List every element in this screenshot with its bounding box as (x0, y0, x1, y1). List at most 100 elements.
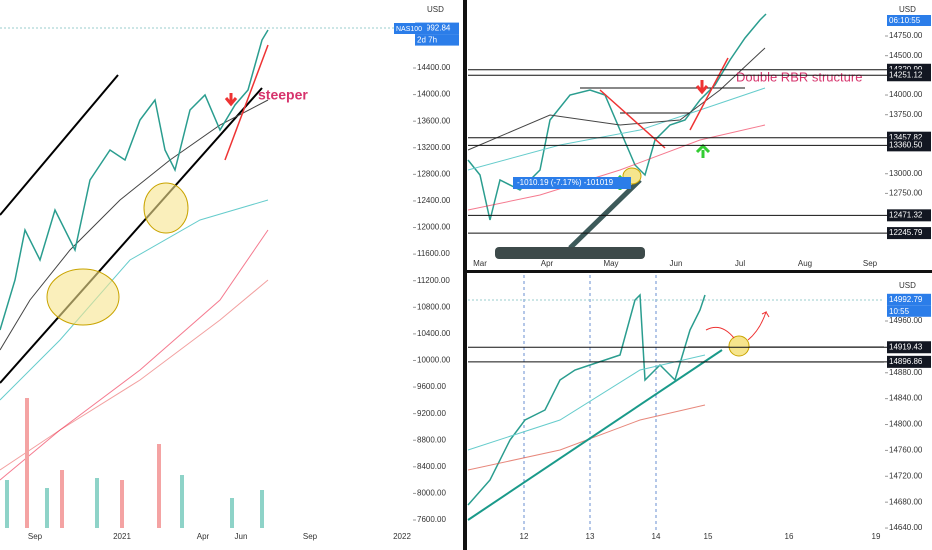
y-tick-label: 8400.00 (417, 462, 446, 471)
y-tick-label: 10800.00 (417, 302, 451, 311)
annotation: steeper (258, 87, 308, 103)
moving-average (467, 404, 706, 471)
measure-label: -1010.19 (-7.17%) -101019 (517, 178, 614, 187)
countdown-bg (887, 305, 931, 317)
level-label: 12471.32 (889, 210, 923, 219)
y-tick-label: 14640.00 (889, 523, 923, 532)
x-tick-label: Jun (670, 259, 683, 268)
y-tick-label: 8000.00 (417, 489, 446, 498)
y-tick-label: 9600.00 (417, 382, 446, 391)
y-tick-label: 14720.00 (889, 471, 923, 480)
divider (463, 0, 467, 550)
callout (495, 247, 645, 259)
annotation: Double RBR structure (736, 69, 862, 84)
y-tick-label: 14800.00 (889, 420, 923, 429)
x-tick-label: Jun (235, 532, 248, 541)
projection (705, 311, 770, 341)
countdown-bg (415, 34, 459, 46)
y-tick-label: 13600.00 (417, 116, 451, 125)
level-label: 14896.86 (889, 357, 923, 366)
level-label: 14919.43 (889, 342, 923, 351)
moving-average (467, 354, 706, 451)
price-tag: 14992.79 (889, 295, 923, 304)
level-label-bg (887, 341, 931, 354)
level-label: 13457.82 (889, 133, 923, 142)
countdown-bg (887, 15, 931, 26)
level-label: 13360.50 (889, 140, 923, 149)
y-tick-label: 13750.00 (889, 110, 923, 119)
trendline (467, 349, 723, 521)
y-tick-label: 14680.00 (889, 497, 923, 506)
y-tick-label: 14750.00 (889, 31, 923, 40)
symbol-bg (394, 23, 427, 34)
y-tick-label: 14960.00 (889, 316, 923, 325)
y-tick-label: 10000.00 (417, 356, 451, 365)
level-label-bg (887, 209, 931, 222)
level-label-bg (887, 69, 931, 82)
x-tick-label: 15 (704, 532, 713, 541)
symbol: NAS100 (396, 26, 422, 33)
y-tick-label: 9200.00 (417, 409, 446, 418)
moving-average (467, 47, 766, 151)
countdown: 10:55 (889, 307, 910, 316)
level-label: 14251.12 (889, 70, 923, 79)
trendline (224, 44, 269, 161)
currency: USD (899, 281, 916, 290)
y-tick-label: 14840.00 (889, 394, 923, 403)
currency: USD (899, 5, 916, 14)
x-tick-label: Aug (798, 259, 812, 268)
level-label-bg (887, 139, 931, 152)
x-tick-label: 12 (520, 532, 529, 541)
volume (25, 398, 161, 528)
x-tick-label: 13 (586, 532, 595, 541)
highlight (728, 335, 750, 357)
x-tick-label: Sep (863, 259, 878, 268)
arrow (695, 80, 709, 95)
countdown: 06:10:55 (889, 16, 921, 25)
x-tick-label: May (603, 259, 618, 268)
price-tag: 14992.84 (417, 24, 451, 33)
x-tick-label: Sep (28, 532, 43, 541)
y-tick-label: 12000.00 (417, 223, 451, 232)
x-tick-label: Sep (303, 532, 318, 541)
y-tick-label: 11600.00 (417, 249, 450, 258)
divider (463, 270, 932, 273)
x-tick-label: 16 (785, 532, 794, 541)
y-tick-label: 14760.00 (889, 446, 923, 455)
y-tick-label: 12400.00 (417, 196, 451, 205)
y-tick-label: 13000.00 (889, 169, 923, 178)
moving-average (0, 199, 269, 401)
y-tick-label: 14000.00 (889, 90, 923, 99)
trendline (599, 89, 666, 149)
y-tick-label: 14500.00 (889, 51, 923, 60)
x-tick-label: 2021 (113, 532, 131, 541)
x-tick-label: Jul (735, 259, 745, 268)
volume (5, 475, 264, 528)
price-path (467, 13, 767, 221)
y-tick-label: 14000.00 (417, 90, 451, 99)
price-tag-bg (887, 293, 931, 306)
y-tick-label: 7600.00 (417, 515, 446, 524)
x-tick-label: 14 (652, 532, 661, 541)
x-tick-label: 19 (872, 532, 881, 541)
pointer (568, 178, 642, 250)
y-tick-label: 10400.00 (417, 329, 451, 338)
x-tick-label: Mar (473, 259, 487, 268)
highlight (143, 182, 189, 234)
y-tick-label: 11200.00 (417, 276, 450, 285)
arrow (695, 143, 711, 158)
moving-average (467, 124, 766, 211)
y-tick-label: 14400.00 (417, 63, 451, 72)
level-label-bg (887, 227, 931, 240)
moving-average (0, 279, 269, 471)
moving-average (467, 87, 766, 171)
x-tick-label: 2022 (393, 532, 411, 541)
y-tick-label: 8800.00 (417, 435, 446, 444)
x-tick-label: Apr (541, 259, 554, 268)
y-tick-label: 12800.00 (417, 169, 451, 178)
countdown: 2d 7h (417, 36, 437, 45)
left-chart-drawing (0, 27, 414, 528)
moving-average (0, 99, 269, 351)
highlight (46, 268, 120, 326)
y-tick-label: 14880.00 (889, 368, 923, 377)
